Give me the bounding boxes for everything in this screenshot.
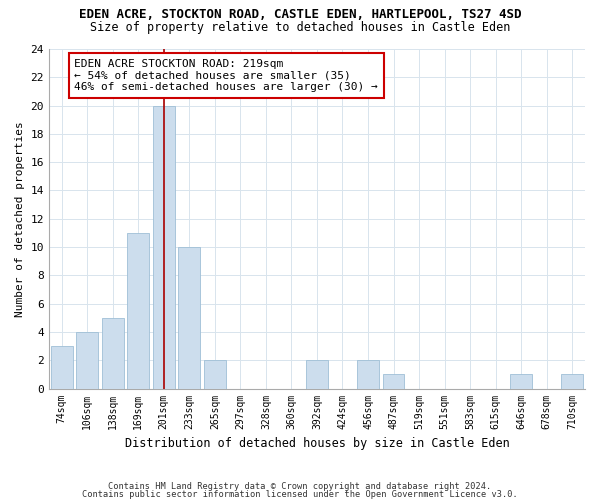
Text: Contains HM Land Registry data © Crown copyright and database right 2024.: Contains HM Land Registry data © Crown c… xyxy=(109,482,491,491)
Bar xyxy=(511,374,532,388)
Bar xyxy=(51,346,73,389)
Bar xyxy=(178,247,200,388)
Text: Contains public sector information licensed under the Open Government Licence v3: Contains public sector information licen… xyxy=(82,490,518,499)
Bar xyxy=(357,360,379,388)
Bar xyxy=(102,318,124,388)
Text: Size of property relative to detached houses in Castle Eden: Size of property relative to detached ho… xyxy=(90,21,510,34)
Bar xyxy=(383,374,404,388)
Text: EDEN ACRE, STOCKTON ROAD, CASTLE EDEN, HARTLEPOOL, TS27 4SD: EDEN ACRE, STOCKTON ROAD, CASTLE EDEN, H… xyxy=(79,8,521,20)
X-axis label: Distribution of detached houses by size in Castle Eden: Distribution of detached houses by size … xyxy=(125,437,509,450)
Bar xyxy=(306,360,328,388)
Bar xyxy=(204,360,226,388)
Bar xyxy=(127,233,149,388)
Bar xyxy=(562,374,583,388)
Bar xyxy=(76,332,98,388)
Bar xyxy=(153,106,175,389)
Text: EDEN ACRE STOCKTON ROAD: 219sqm
← 54% of detached houses are smaller (35)
46% of: EDEN ACRE STOCKTON ROAD: 219sqm ← 54% of… xyxy=(74,59,378,92)
Y-axis label: Number of detached properties: Number of detached properties xyxy=(15,121,25,316)
